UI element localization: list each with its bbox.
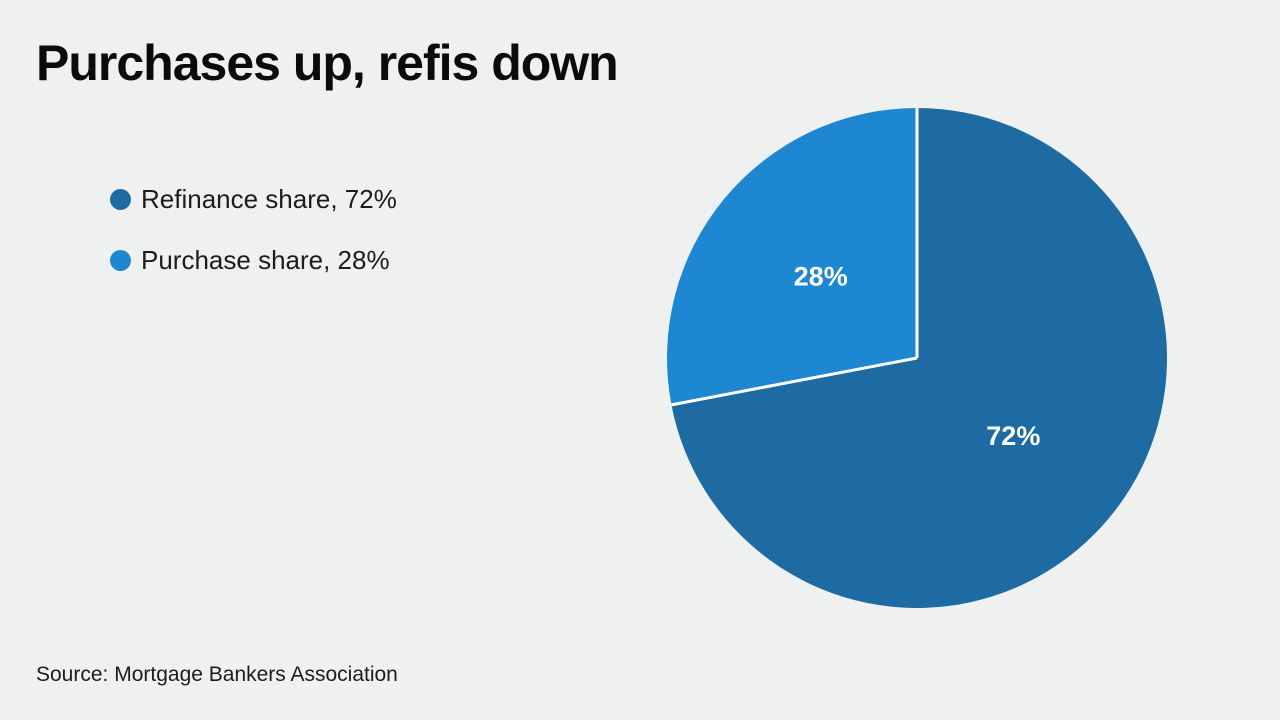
legend-item-purchase: Purchase share, 28%: [110, 245, 397, 276]
legend-label-purchase: Purchase share, 28%: [141, 245, 390, 275]
legend-label-refinance: Refinance share, 72%: [141, 184, 397, 214]
pie-slice-label: 28%: [794, 261, 848, 291]
pie-slice-refinance-share: [671, 108, 1167, 608]
legend-swatch-refinance-icon: [110, 189, 131, 210]
pie-slice-purchase-share: [667, 108, 917, 405]
pie-slice-separator: [671, 356, 918, 407]
source-note: Source: Mortgage Bankers Association: [36, 663, 398, 686]
legend: Refinance share, 72% Purchase share, 28%: [110, 184, 397, 276]
legend-item-refinance: Refinance share, 72%: [110, 184, 397, 215]
pie-slice-label: 72%: [986, 421, 1040, 451]
chart-title: Purchases up, refis down: [36, 35, 619, 91]
legend-swatch-purchase-icon: [110, 250, 131, 271]
